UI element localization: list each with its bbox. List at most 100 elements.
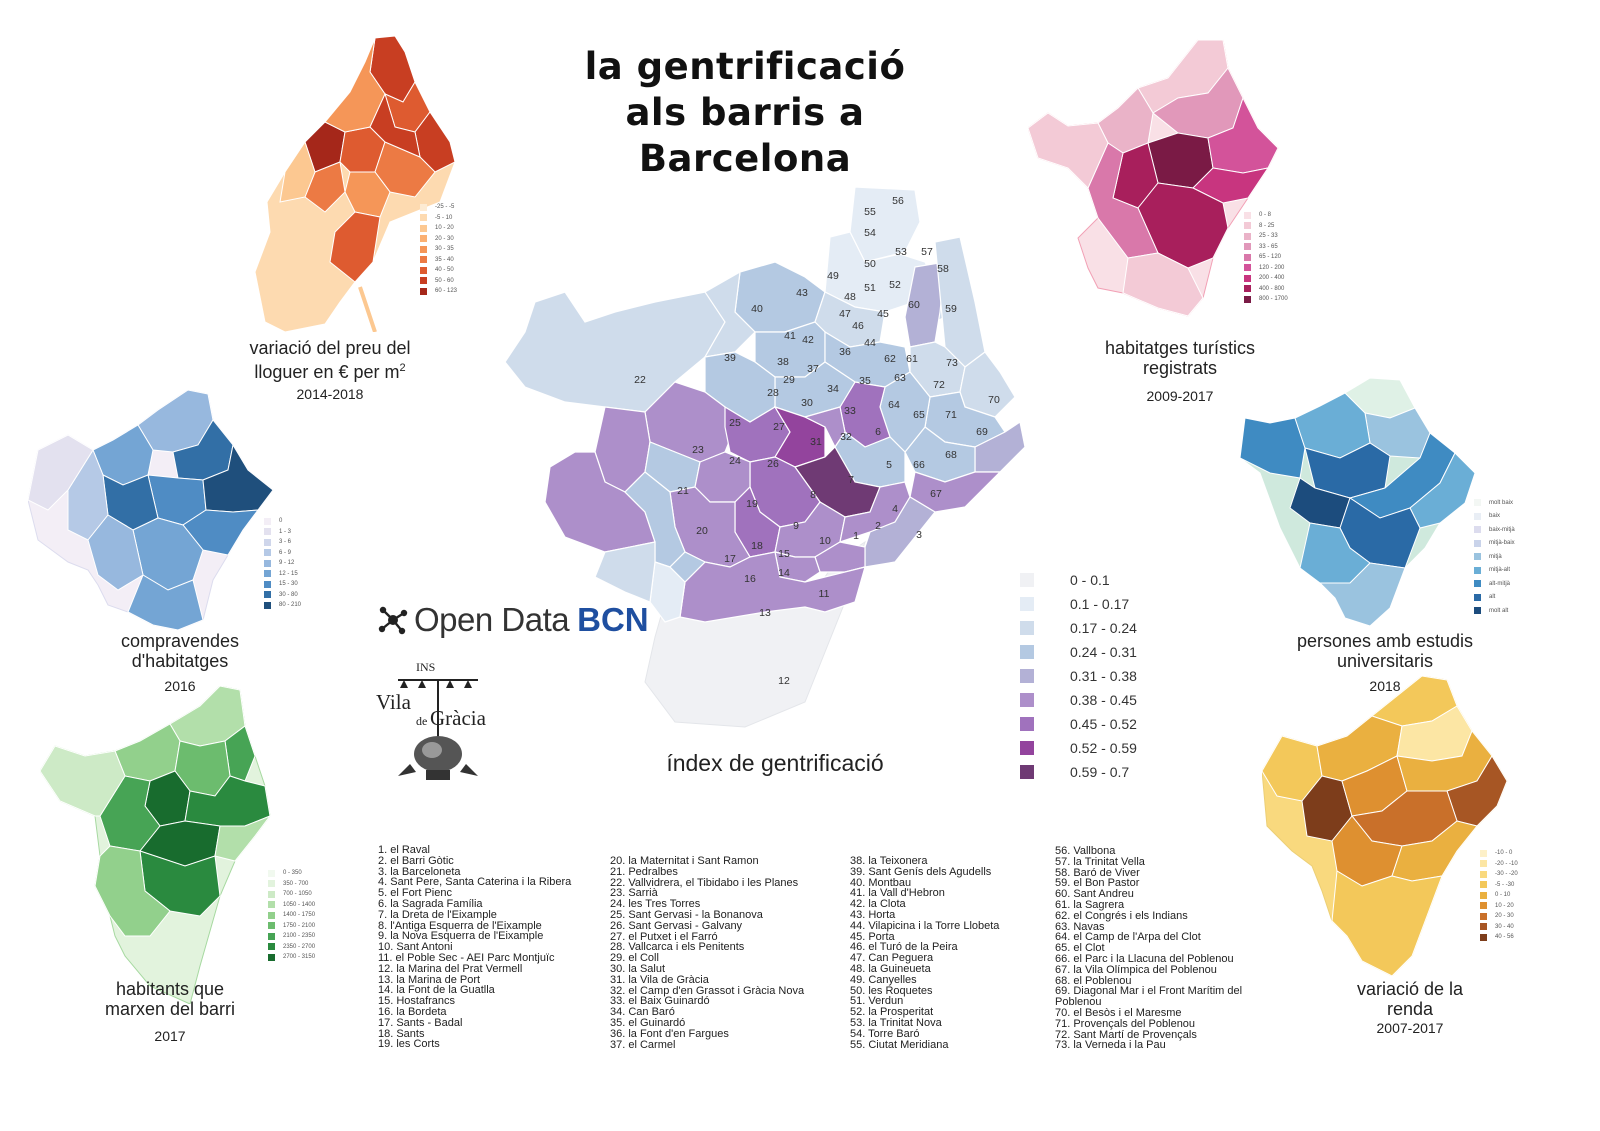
barri-list-item: 50. les Roquetes — [850, 984, 933, 997]
legend-label: 10 - 20 — [1495, 902, 1514, 909]
income-caption-line-2: renda — [1386, 999, 1434, 1019]
university-caption-line-1: persones amb estudis — [1296, 631, 1474, 651]
legend-label: 2350 - 2700 — [283, 943, 316, 950]
district-number: 68 — [945, 449, 957, 461]
legend-swatch — [264, 517, 271, 525]
district-number: 18 — [751, 540, 763, 552]
legend-item: 0.59 - 0.7 — [1020, 760, 1137, 784]
district-number: 36 — [839, 346, 851, 358]
district-number: 40 — [751, 303, 763, 315]
barri-list-item: 28. Vallcarca i els Penitents — [610, 941, 745, 954]
sales-caption-line-2: d'habitatges — [131, 651, 229, 671]
barri-list-item: 57. la Trinitat Vella — [1055, 855, 1145, 868]
district-number: 58 — [937, 263, 949, 275]
legend-swatch — [268, 869, 275, 877]
legend-label: 0 — [279, 518, 283, 524]
district-number: 49 — [827, 270, 839, 282]
barri-list-item: 9. la Nova Esquerra de l'Eixample — [378, 930, 544, 943]
district-number: 59 — [945, 303, 957, 315]
bcn-text: BCN — [577, 601, 649, 638]
district-number: 11 — [819, 588, 830, 600]
legend-label: 3 - 6 — [279, 539, 292, 545]
tourist-year: 2009-2017 — [1146, 388, 1214, 404]
district-number: 42 — [802, 334, 814, 346]
legend-label: 1050 - 1400 — [283, 901, 316, 908]
barri-list-item: 22. Vallvidrera, el Tibidabo i les Plane… — [610, 876, 799, 889]
district-number: 64 — [888, 399, 900, 411]
legend-label: mitjà — [1489, 553, 1502, 560]
legend-label: 700 - 1050 — [283, 891, 312, 897]
legend-swatch — [1480, 923, 1487, 931]
district-number: 2 — [875, 520, 881, 532]
title-line-2: als barris a — [625, 91, 865, 134]
district-number: 8 — [810, 489, 816, 501]
legend-label: 0.45 - 0.52 — [1070, 716, 1137, 732]
legend-label: 2100 - 2350 — [283, 933, 316, 939]
legend-item: 0.17 - 0.24 — [1020, 616, 1137, 640]
legend-item: 60 - 123 — [420, 286, 457, 297]
barri-list-item: 14. la Font de la Guatlla — [378, 984, 495, 997]
legend-swatch — [1474, 607, 1481, 615]
legend-label: 80 - 210 — [279, 602, 302, 608]
district-number: 13 — [759, 607, 771, 619]
income-map — [1262, 676, 1508, 976]
legend-swatch — [264, 580, 271, 588]
gentrification-title: índex de gentrificació — [666, 750, 884, 776]
barri-list-item: 18. Sants — [378, 1027, 425, 1040]
legend-item: 2700 - 3150 — [268, 952, 315, 963]
barri-list-item: 59. el Bon Pastor — [1055, 877, 1140, 890]
legend-item: 0 - 350 — [268, 868, 315, 879]
legend-label: 0 - 0.1 — [1070, 572, 1110, 588]
barri-list-item: 35. el Guinardó — [610, 1016, 686, 1029]
district-number: 23 — [692, 444, 704, 456]
barri-list-item: 52. la Prosperitat — [850, 1006, 934, 1019]
legend-swatch — [268, 932, 275, 940]
legend-label: 120 - 200 — [1259, 264, 1285, 271]
legend-swatch — [264, 528, 271, 536]
barri-list-item: 37. el Carmel — [610, 1038, 676, 1051]
legend-swatch — [268, 890, 275, 898]
legend-item: 25 - 33 — [1244, 231, 1288, 242]
district-number: 57 — [921, 246, 933, 258]
legend-item: baix — [1474, 510, 1515, 524]
barri-list-item: 45. Porta — [850, 930, 895, 943]
legend-item: 0 - 8 — [1244, 210, 1288, 221]
legend-swatch — [420, 224, 427, 232]
rent-caption-sup: 2 — [399, 362, 406, 374]
legend-item: 35 - 40 — [420, 255, 457, 266]
legend-label: 12 - 15 — [279, 570, 298, 577]
legend-label: baix-mitjà — [1489, 526, 1515, 533]
ins-text: INS — [416, 660, 436, 674]
legend-swatch — [420, 214, 427, 222]
legend-item: alt-mitjà — [1474, 577, 1515, 591]
barri-list-item: 49. Canyelles — [850, 973, 917, 986]
barri-list-item: Poblenou — [1055, 996, 1102, 1009]
barri-list-item: 43. Horta — [850, 908, 896, 921]
barri-list-item: 1. el Raval — [378, 844, 430, 856]
tourist-caption-line-1: habitatges turístics — [1104, 338, 1256, 358]
barris-list-col-3: 38. la Teixonera 39. Sant Genís dels Agud… — [850, 856, 999, 1050]
legend-swatch — [1480, 912, 1487, 920]
legend-swatch — [268, 901, 275, 909]
legend-label: 30 - 80 — [279, 591, 298, 598]
legend-label: 0 - 350 — [283, 870, 302, 876]
barri-list-item: 23. Sarrià — [610, 887, 658, 900]
district-number: 69 — [976, 426, 988, 438]
legend-swatch — [1020, 621, 1034, 635]
district-number: 46 — [852, 320, 864, 332]
barri-list-item: 68. el Poblenou — [1055, 974, 1132, 987]
district-number: 56 — [892, 195, 904, 207]
legend-label: molt baix — [1489, 499, 1514, 506]
legend-label: 8 - 25 — [1259, 222, 1275, 229]
legend-item: 700 - 1050 — [268, 889, 315, 900]
barri-list-item: 70. el Besòs i el Maresme — [1055, 1006, 1182, 1019]
university-legend: molt baix baix baix-mitjà mitjà-baix mit… — [1474, 496, 1515, 618]
legend-label: 0.24 - 0.31 — [1070, 644, 1137, 660]
barri-list-item: 36. la Font d'en Fargues — [610, 1027, 729, 1040]
leave-legend: 0 - 350 350 - 700 700 - 1050 1050 - 1400… — [268, 868, 315, 963]
barri-list-item: 25. Sant Gervasi - la Bonanova — [610, 908, 763, 921]
legend-label: 350 - 700 — [283, 880, 309, 887]
legend-label: 200 - 400 — [1259, 275, 1285, 281]
district-number: 39 — [724, 352, 736, 364]
vila-text: Vila — [376, 690, 411, 714]
